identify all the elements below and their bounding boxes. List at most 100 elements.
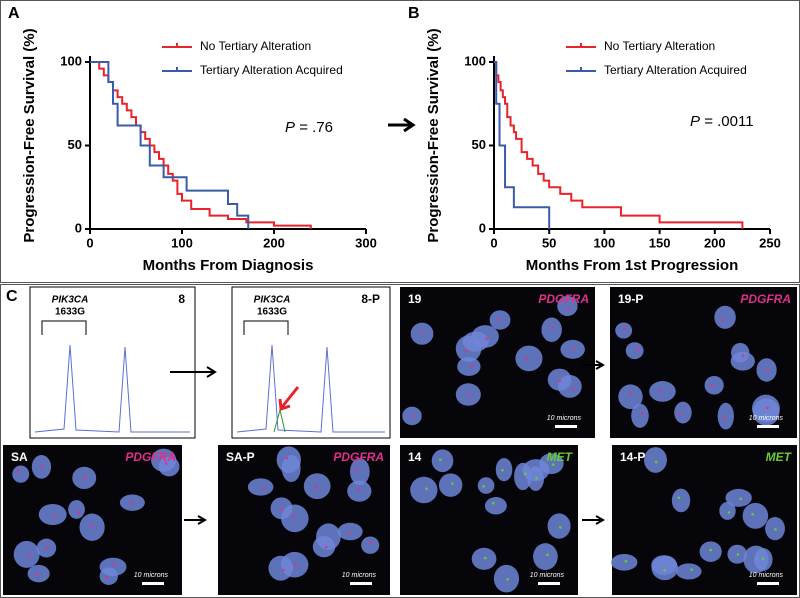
probe: PDGFRA xyxy=(333,450,384,464)
signal xyxy=(439,458,442,461)
nucleus xyxy=(337,522,363,541)
signal xyxy=(761,557,765,561)
signal xyxy=(623,327,626,331)
legend-label: No Tertiary Alteration xyxy=(200,39,311,53)
signal xyxy=(412,414,415,418)
scale-label: 10 microns xyxy=(547,415,582,422)
signal xyxy=(678,413,682,417)
y-tick-label: 100 xyxy=(464,53,486,68)
nucleus xyxy=(731,342,750,363)
signal xyxy=(741,354,745,357)
nucleus xyxy=(312,535,336,558)
x-axis-label: Months From Diagnosis xyxy=(143,257,314,274)
signal xyxy=(727,511,731,514)
nucleus xyxy=(410,322,434,345)
signal xyxy=(35,572,39,576)
signal xyxy=(27,554,31,557)
scale-label: 10 microns xyxy=(134,572,169,579)
nucleus xyxy=(671,488,691,513)
signal xyxy=(280,508,284,511)
p-symbol: P xyxy=(285,119,295,136)
signal xyxy=(420,330,423,334)
signal xyxy=(551,463,555,466)
nucleus xyxy=(704,375,724,395)
scale-bar xyxy=(350,582,372,585)
signal xyxy=(624,559,628,563)
panel-label: A xyxy=(8,5,20,22)
mutation: 1633G xyxy=(55,307,85,318)
signal xyxy=(501,468,504,472)
signal xyxy=(324,545,328,549)
scale-bar xyxy=(757,582,779,585)
nucleus xyxy=(350,458,370,486)
signal xyxy=(314,485,318,489)
nucleus xyxy=(751,394,780,423)
signal xyxy=(52,514,56,518)
gene: PIK3CA xyxy=(254,295,291,306)
legend-label: No Tertiary Alteration xyxy=(604,39,715,53)
sample: SA xyxy=(11,450,28,464)
signal xyxy=(347,531,351,535)
nucleus xyxy=(268,555,293,581)
nucleus xyxy=(347,480,372,502)
nucleus xyxy=(541,317,562,342)
y-tick-label: 50 xyxy=(68,137,82,152)
nucleus xyxy=(493,564,520,593)
sample: 19-P xyxy=(618,292,643,306)
signal xyxy=(90,524,94,527)
x-tick-label: 300 xyxy=(355,235,377,250)
nucleus xyxy=(276,446,301,474)
signal xyxy=(46,546,49,549)
nucleus xyxy=(618,384,643,410)
y-tick-label: 50 xyxy=(472,137,486,152)
survival-curve xyxy=(494,61,551,229)
signal xyxy=(677,496,681,500)
nucleus xyxy=(742,502,769,529)
signal xyxy=(470,364,473,368)
nucleus xyxy=(410,476,438,504)
legend-label: Tertiary Alteration Acquired xyxy=(200,63,343,77)
probe: PDGFRA xyxy=(538,292,589,306)
x-tick-label: 50 xyxy=(542,235,556,250)
x-tick-label: 100 xyxy=(171,235,193,250)
signal xyxy=(525,357,528,360)
scale-bar xyxy=(142,582,164,585)
signal xyxy=(425,487,428,490)
p-value: P = .76 xyxy=(285,119,333,136)
arrow xyxy=(582,360,606,370)
signal xyxy=(751,512,754,516)
bracket xyxy=(243,320,289,335)
arrow xyxy=(582,515,606,525)
nucleus xyxy=(625,342,644,360)
nucleus xyxy=(674,401,692,424)
signal xyxy=(636,347,639,351)
arrow xyxy=(184,515,208,525)
x-tick-label: 0 xyxy=(490,235,497,250)
nucleus xyxy=(79,513,105,541)
signal xyxy=(112,563,116,567)
p-text: = .76 xyxy=(299,119,333,136)
signal xyxy=(535,476,538,480)
nucleus xyxy=(455,383,481,406)
signal xyxy=(357,487,360,491)
nucleus xyxy=(27,564,50,583)
signal xyxy=(567,307,570,310)
x-tick-label: 200 xyxy=(704,235,726,250)
nucleus xyxy=(756,358,777,382)
nucleus xyxy=(557,295,578,317)
signal xyxy=(483,556,487,560)
signal xyxy=(40,465,44,469)
x-axis-label: Months From 1st Progression xyxy=(526,257,739,274)
signal xyxy=(558,526,562,529)
signal xyxy=(739,497,743,501)
signal xyxy=(261,487,265,491)
signal xyxy=(497,318,501,321)
signal xyxy=(294,563,297,567)
probe: PDGFRA xyxy=(125,450,176,464)
nucleus xyxy=(725,488,752,507)
nucleus xyxy=(547,513,571,539)
x-tick-label: 150 xyxy=(649,235,671,250)
y-axis-label: Progression-Free Survival (%) xyxy=(21,28,38,242)
signal xyxy=(690,568,694,571)
